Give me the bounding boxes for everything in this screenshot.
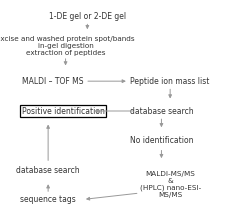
Text: database search: database search bbox=[130, 107, 193, 115]
Text: MALDI-MS/MS
&
(HPLC) nano-ESI-
MS/MS: MALDI-MS/MS & (HPLC) nano-ESI- MS/MS bbox=[140, 171, 201, 198]
Text: database search: database search bbox=[16, 166, 80, 175]
Text: sequence tags: sequence tags bbox=[20, 195, 76, 204]
Text: MALDI – TOF MS: MALDI – TOF MS bbox=[22, 77, 83, 86]
Text: 1-DE gel or 2-DE gel: 1-DE gel or 2-DE gel bbox=[49, 12, 126, 21]
Text: Positive identification: Positive identification bbox=[22, 107, 105, 115]
Text: excise and washed protein spot/bands
in-gel digestion
extraction of peptides: excise and washed protein spot/bands in-… bbox=[0, 36, 135, 56]
Text: Peptide ion mass list: Peptide ion mass list bbox=[131, 77, 210, 86]
Text: No identification: No identification bbox=[130, 136, 193, 145]
